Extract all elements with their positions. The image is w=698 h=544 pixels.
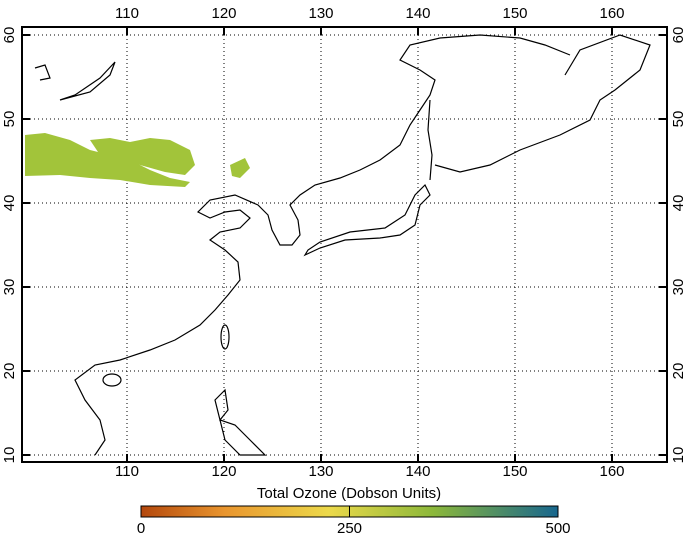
ozone-patch xyxy=(25,133,250,187)
lat-label: 60 xyxy=(670,27,687,44)
lat-label: 30 xyxy=(670,279,687,296)
lat-label: 40 xyxy=(670,195,687,212)
lon-label: 120 xyxy=(211,463,236,480)
lon-label: 130 xyxy=(308,463,333,480)
colorbar-label: Total Ozone (Dobson Units) xyxy=(257,485,441,502)
lon-label: 130 xyxy=(308,5,333,22)
lon-label: 140 xyxy=(405,463,430,480)
lat-label: 20 xyxy=(670,363,687,380)
lat-label: 10 xyxy=(670,447,687,464)
lon-label: 160 xyxy=(599,463,624,480)
lon-label: 110 xyxy=(115,5,139,22)
lon-label: 150 xyxy=(502,5,527,22)
map-area xyxy=(22,27,667,462)
colorbar-tick-label: 0 xyxy=(137,520,145,537)
colorbar-tick-label: 250 xyxy=(337,520,362,537)
lat-label: 60 xyxy=(1,27,18,44)
lat-label: 30 xyxy=(1,279,18,296)
lat-label: 10 xyxy=(1,447,18,464)
lon-label: 150 xyxy=(502,463,527,480)
lon-label: 160 xyxy=(599,5,624,22)
colorbar-tick-label: 500 xyxy=(545,520,570,537)
lon-label: 120 xyxy=(211,5,236,22)
lat-label: 20 xyxy=(1,363,18,380)
lat-label: 50 xyxy=(1,111,18,128)
lon-label: 140 xyxy=(405,5,430,22)
map-frame xyxy=(21,26,668,463)
coastlines xyxy=(34,34,651,456)
lat-label: 40 xyxy=(1,195,18,212)
lat-label: 50 xyxy=(670,111,687,128)
lon-label: 110 xyxy=(115,463,139,480)
